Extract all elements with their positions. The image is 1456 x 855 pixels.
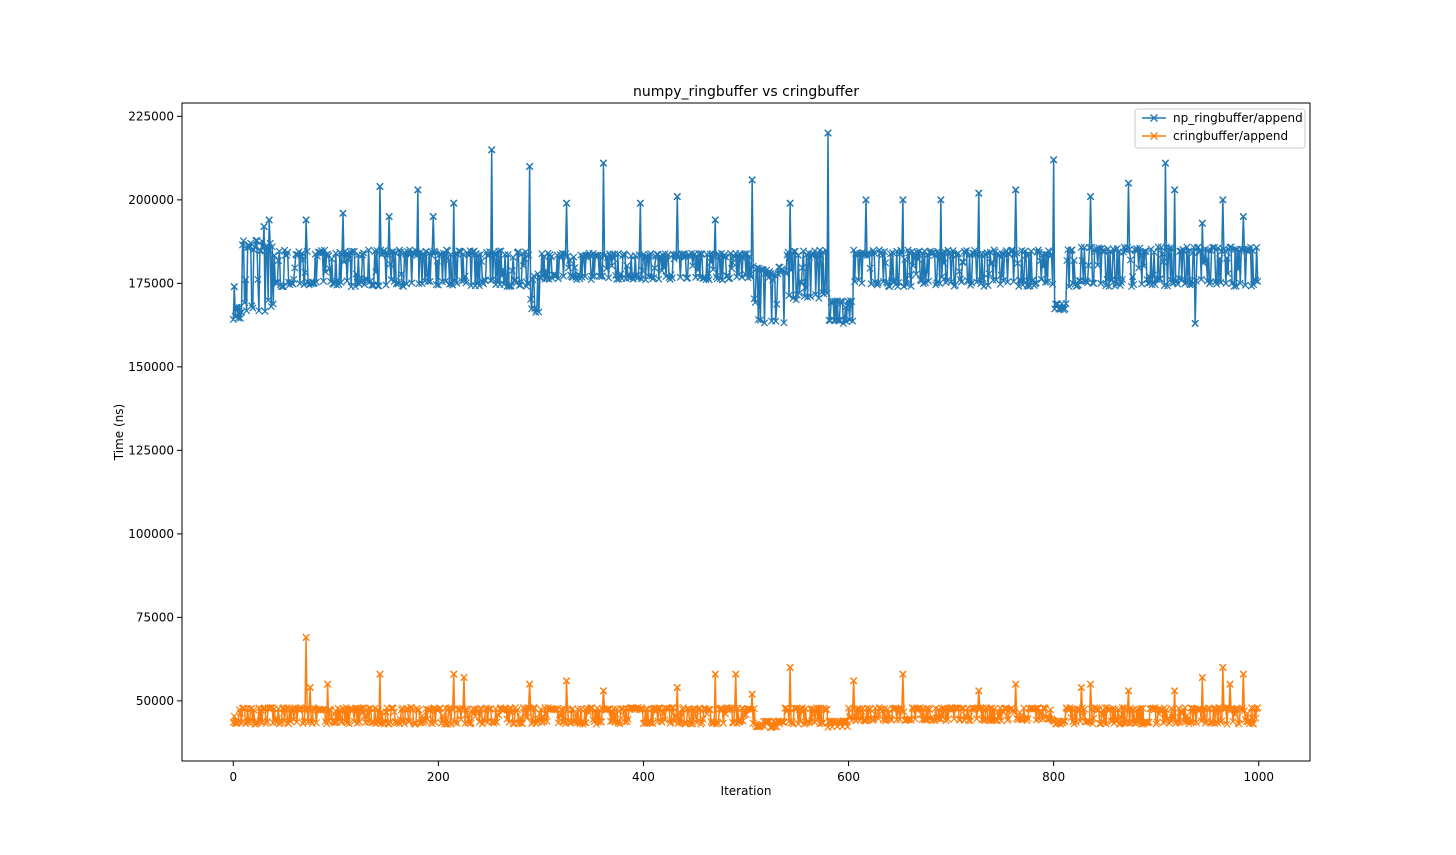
spike-point [1011,186,1020,194]
spike-point [525,162,534,171]
series-np-ringbuffer-append [229,129,1262,328]
x-tick-label: 200 [427,770,450,784]
spike-point [1239,212,1248,221]
spike-point [975,189,983,197]
spike-point [862,196,870,204]
spike-point [1170,186,1179,194]
spike-point [265,216,273,224]
spike-point [1198,219,1207,227]
series-layer [229,129,1262,732]
spike-point [1077,683,1086,692]
spike-point [525,680,534,688]
spike-point [414,186,422,194]
spike-point [1219,196,1227,204]
y-tick-label: 75000 [136,610,174,624]
spike-point [711,670,719,678]
spike-point [786,199,794,207]
spike-point [562,677,571,685]
spike-point [1049,156,1058,164]
spike-point [1170,687,1179,695]
spike-point [711,216,719,224]
series-cringbuffer-append [229,633,1262,732]
spike-point [1161,159,1170,167]
spike-point [636,199,645,207]
spike-point [1219,663,1227,672]
plot-area [181,102,1311,762]
x-tick-label: 1000 [1243,770,1274,784]
y-axis-label: Time (ns) [112,404,126,461]
spike-point [732,670,740,678]
legend-label-np-ringbuffer: np_ringbuffer/append [1173,111,1303,125]
spike-point [1198,673,1207,682]
spike-point [339,209,347,217]
spike-point [1191,319,1199,328]
spike-point [487,146,496,154]
spike-point [673,192,681,201]
spike-point [748,176,756,184]
spike-point [1239,670,1248,678]
spike-point [302,216,310,224]
legend-entry-cringbuffer: cringbuffer/append [1142,129,1288,143]
spike-point [302,633,310,642]
y-tick-label: 225000 [128,109,174,123]
legend-marker-cringbuffer [1150,132,1158,140]
series-markers [229,129,1262,328]
spike-point [786,663,794,672]
spike-point [673,683,681,692]
y-tick-label: 125000 [128,443,174,457]
spike-point [937,196,945,204]
spike-point [849,677,858,685]
legend-entry-np-ringbuffer: np_ringbuffer/append [1142,111,1303,125]
spike-point [450,199,458,207]
axes-frame [181,102,1311,762]
x-tick-label: 0 [229,770,237,784]
legend-marker-np-ringbuffer [1150,114,1158,122]
y-axis: 50000 75000 100000 125000 150000 175000 200000… [128,109,182,708]
spike-point [1086,680,1095,688]
spike-point [899,670,907,678]
spike-point [975,687,983,695]
spike-point [824,129,832,137]
x-axis: 0 200 400 600 800 1000 [229,761,1274,784]
y-tick-label: 200000 [128,193,174,207]
spike-point [450,670,458,678]
y-tick-label: 150000 [128,360,174,374]
spike-point [1011,680,1020,688]
spike-point [562,199,571,207]
spike-point [323,680,332,688]
spike-point [1124,687,1133,695]
spike-point [376,670,384,678]
spike-point [1124,179,1133,187]
spike-point [260,222,268,231]
spike-point [376,182,384,191]
spike-point [748,690,756,698]
legend: np_ringbuffer/append cringbuffer/append [1134,108,1306,149]
y-tick-label: 175000 [128,276,174,290]
x-tick-label: 600 [837,770,860,784]
spike-point [899,196,907,204]
y-tick-label: 100000 [128,527,174,541]
series-markers [229,633,1262,732]
spike-point [230,283,238,291]
legend-label-cringbuffer: cringbuffer/append [1173,129,1288,143]
spike-point [429,212,437,221]
spike-point [385,212,393,221]
x-tick-label: 800 [1042,770,1065,784]
legend-box [1134,108,1306,149]
y-tick-label: 50000 [136,694,174,708]
x-tick-label: 400 [632,770,655,784]
spike-point [1226,680,1234,688]
spike-point [599,687,608,695]
spike-point [460,673,468,682]
chart-title: numpy_ringbuffer vs cringbuffer [633,84,859,100]
spike-point [599,159,608,167]
spike-point [1086,192,1095,201]
spike-point [306,683,314,692]
x-axis-label: Iteration [721,784,772,798]
